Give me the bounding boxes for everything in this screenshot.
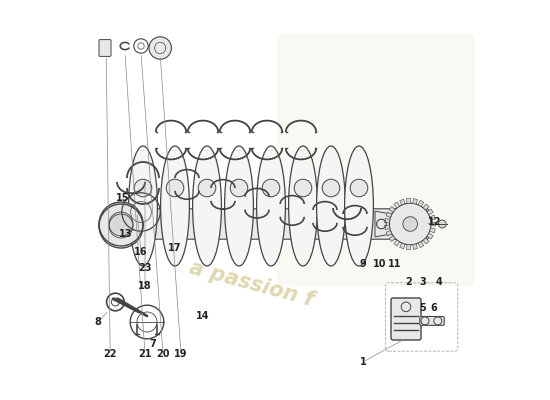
Text: 10: 10 bbox=[373, 259, 387, 269]
Ellipse shape bbox=[345, 146, 373, 266]
Ellipse shape bbox=[161, 146, 189, 266]
FancyBboxPatch shape bbox=[106, 209, 428, 239]
Circle shape bbox=[294, 179, 312, 197]
Text: 23: 23 bbox=[138, 263, 152, 273]
Polygon shape bbox=[412, 244, 417, 250]
Polygon shape bbox=[384, 218, 390, 223]
Text: 18: 18 bbox=[138, 281, 152, 291]
Text: 20: 20 bbox=[156, 349, 170, 359]
Polygon shape bbox=[418, 200, 424, 206]
Polygon shape bbox=[423, 204, 429, 210]
Polygon shape bbox=[389, 236, 395, 242]
Polygon shape bbox=[427, 209, 433, 215]
Polygon shape bbox=[394, 202, 400, 208]
Polygon shape bbox=[386, 212, 392, 217]
FancyBboxPatch shape bbox=[99, 40, 111, 56]
Polygon shape bbox=[406, 244, 410, 250]
Circle shape bbox=[322, 179, 340, 197]
Circle shape bbox=[403, 217, 417, 231]
Circle shape bbox=[230, 179, 248, 197]
Text: a passion f: a passion f bbox=[187, 258, 316, 310]
Text: 3: 3 bbox=[420, 277, 426, 287]
Text: 22: 22 bbox=[103, 349, 117, 359]
Text: 8: 8 bbox=[95, 317, 102, 327]
Ellipse shape bbox=[289, 146, 317, 266]
Text: 7: 7 bbox=[150, 339, 156, 349]
Text: 14: 14 bbox=[196, 311, 210, 321]
Polygon shape bbox=[406, 198, 410, 204]
Ellipse shape bbox=[192, 146, 222, 266]
Circle shape bbox=[438, 220, 446, 228]
Text: 4: 4 bbox=[436, 277, 442, 287]
Polygon shape bbox=[384, 225, 390, 230]
Polygon shape bbox=[430, 215, 436, 220]
Text: 5: 5 bbox=[419, 303, 426, 313]
Text: 11: 11 bbox=[388, 259, 401, 269]
FancyBboxPatch shape bbox=[402, 217, 414, 231]
Text: 21: 21 bbox=[138, 349, 152, 359]
Ellipse shape bbox=[317, 146, 345, 266]
Polygon shape bbox=[394, 240, 400, 246]
Ellipse shape bbox=[129, 146, 157, 266]
Circle shape bbox=[134, 179, 152, 197]
Polygon shape bbox=[400, 199, 405, 205]
Polygon shape bbox=[386, 231, 392, 236]
Text: 12: 12 bbox=[428, 217, 442, 227]
Text: 16: 16 bbox=[134, 247, 148, 257]
Text: 1: 1 bbox=[360, 357, 366, 367]
FancyBboxPatch shape bbox=[277, 34, 477, 286]
Circle shape bbox=[109, 212, 133, 236]
Polygon shape bbox=[431, 222, 436, 226]
Polygon shape bbox=[412, 198, 417, 204]
Ellipse shape bbox=[257, 146, 285, 266]
Circle shape bbox=[350, 179, 368, 197]
Text: 17: 17 bbox=[167, 243, 181, 253]
Circle shape bbox=[198, 179, 216, 197]
Polygon shape bbox=[430, 228, 436, 233]
Text: 2: 2 bbox=[406, 277, 412, 287]
Circle shape bbox=[166, 179, 184, 197]
Polygon shape bbox=[375, 211, 407, 237]
Text: 6: 6 bbox=[431, 303, 438, 313]
Circle shape bbox=[99, 202, 143, 246]
Circle shape bbox=[262, 179, 280, 197]
Text: 15: 15 bbox=[116, 193, 129, 203]
Polygon shape bbox=[427, 233, 433, 239]
Text: 19: 19 bbox=[174, 349, 188, 359]
Text: 9: 9 bbox=[360, 259, 366, 269]
FancyBboxPatch shape bbox=[391, 298, 421, 340]
Circle shape bbox=[389, 203, 431, 245]
Polygon shape bbox=[389, 206, 395, 212]
Polygon shape bbox=[418, 242, 424, 248]
FancyBboxPatch shape bbox=[420, 316, 444, 325]
Polygon shape bbox=[423, 238, 429, 244]
Ellipse shape bbox=[224, 146, 254, 266]
Polygon shape bbox=[400, 243, 405, 249]
Circle shape bbox=[149, 37, 172, 59]
Text: 13: 13 bbox=[119, 229, 133, 239]
